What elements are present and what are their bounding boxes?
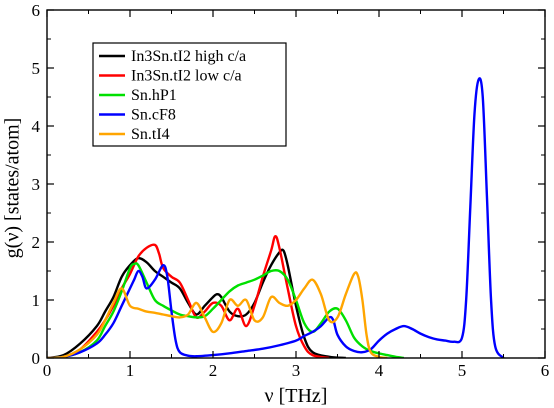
- x-tick-label-1: 1: [126, 361, 135, 380]
- x-axis-label: ν [THz]: [265, 385, 328, 407]
- y-tick-label-2: 2: [32, 233, 41, 252]
- x-tick-label-2: 2: [209, 361, 218, 380]
- y-tick-label-1: 1: [32, 291, 41, 310]
- x-tick-label-5: 5: [458, 361, 467, 380]
- legend: In3Sn.tI2 high c/a In3Sn.tI2 low c/a Sn.hP…: [92, 42, 287, 147]
- ticks-layer: 0 1 2 3 4 5 6 0 1 2 3 4 5 6: [32, 1, 550, 380]
- legend-label-0: In3Sn.tI2 high c/a: [131, 48, 246, 65]
- y-tick-label-6: 6: [32, 1, 41, 20]
- series-line-2: [47, 262, 405, 358]
- series-line-1: [47, 234, 330, 358]
- x-tick-label-6: 6: [541, 361, 550, 380]
- x-tick-label-3: 3: [292, 361, 301, 380]
- series-line-0: [47, 248, 346, 358]
- legend-box: [92, 42, 287, 147]
- y-tick-label-0: 0: [32, 349, 41, 368]
- y-tick-label-5: 5: [32, 59, 41, 78]
- x-tick-label-0: 0: [43, 361, 52, 380]
- y-tick-label-3: 3: [32, 175, 41, 194]
- legend-label-2: Sn.hP1: [131, 87, 177, 104]
- legend-label-1: In3Sn.tI2 low c/a: [131, 68, 242, 85]
- y-tick-label-4: 4: [32, 117, 41, 136]
- series-layer: [47, 77, 505, 358]
- x-tick-label-4: 4: [375, 361, 384, 380]
- legend-label-4: Sn.tI4: [131, 126, 170, 143]
- y-axis-label: g(ν) [states/atom]: [2, 118, 24, 259]
- legend-label-3: Sn.cF8: [131, 107, 176, 124]
- series-line-4: [47, 271, 388, 358]
- series-line-3: [47, 77, 505, 358]
